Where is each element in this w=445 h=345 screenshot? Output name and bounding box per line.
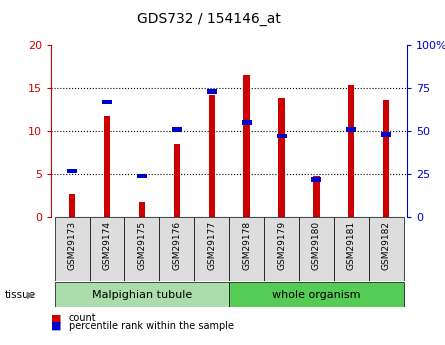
Bar [279, 98, 285, 217]
Text: Malpighian tubule: Malpighian tubule [92, 290, 192, 299]
Text: GSM29179: GSM29179 [277, 220, 286, 270]
Text: GDS732 / 154146_at: GDS732 / 154146_at [137, 12, 281, 26]
Bar [89, 217, 125, 281]
Text: GSM29173: GSM29173 [68, 220, 77, 270]
Text: tissue: tissue [4, 290, 36, 299]
Bar [312, 177, 321, 181]
Text: ▶: ▶ [27, 290, 34, 299]
Text: GSM29175: GSM29175 [138, 220, 146, 270]
Bar [159, 217, 194, 281]
Bar [276, 134, 287, 138]
Text: GSM29182: GSM29182 [382, 220, 391, 269]
Bar [125, 217, 159, 281]
Bar [313, 176, 320, 217]
Bar [102, 100, 112, 104]
Bar [264, 217, 299, 281]
Text: whole organism: whole organism [272, 290, 361, 299]
Bar [174, 144, 180, 217]
Bar [206, 89, 217, 93]
Text: GSM29181: GSM29181 [347, 220, 356, 270]
Text: GSM29174: GSM29174 [102, 220, 112, 269]
Bar [137, 174, 147, 178]
Text: count: count [69, 314, 97, 323]
Bar [104, 116, 110, 217]
Bar [242, 120, 252, 125]
Text: percentile rank within the sample: percentile rank within the sample [69, 321, 234, 331]
Bar [69, 194, 75, 217]
Bar [55, 282, 229, 307]
Text: ■: ■ [51, 314, 62, 323]
Bar [67, 169, 77, 173]
Text: ■: ■ [51, 321, 62, 331]
Bar [369, 217, 404, 281]
Text: GSM29176: GSM29176 [172, 220, 181, 270]
Bar [229, 217, 264, 281]
Bar [299, 217, 334, 281]
Bar [383, 100, 389, 217]
Bar [229, 282, 404, 307]
Bar [334, 217, 369, 281]
Bar [139, 202, 145, 217]
Text: GSM29178: GSM29178 [242, 220, 251, 270]
Bar [209, 95, 215, 217]
Bar [172, 127, 182, 131]
Bar [55, 217, 89, 281]
Bar [381, 132, 391, 137]
Text: GSM29180: GSM29180 [312, 220, 321, 270]
Bar [194, 217, 229, 281]
Bar [346, 127, 356, 131]
Bar [243, 75, 250, 217]
Text: GSM29177: GSM29177 [207, 220, 216, 270]
Bar [348, 85, 355, 217]
